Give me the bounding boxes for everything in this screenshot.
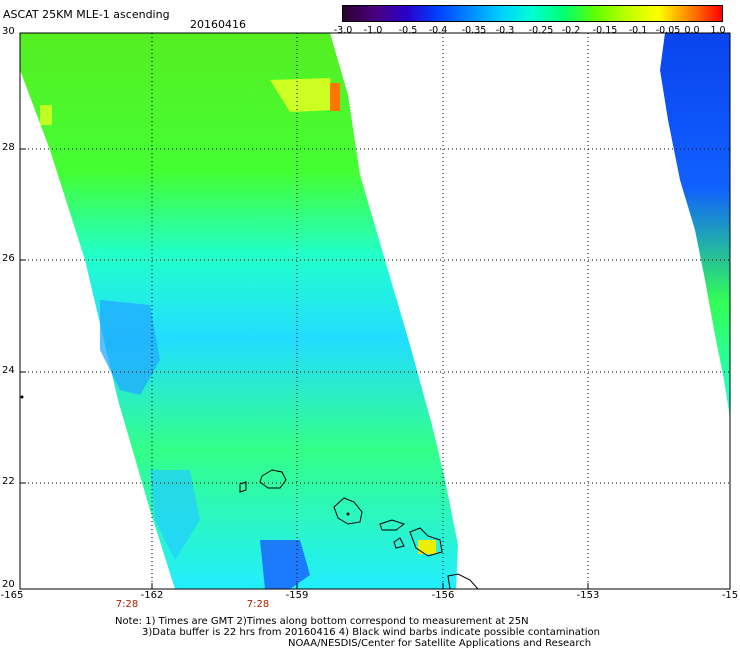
low-value-patch: [260, 540, 310, 589]
axis-ticks: [20, 148, 589, 589]
color-scale-label: -0.4: [428, 25, 448, 36]
satellite-swath: [20, 33, 458, 589]
color-scale-label: -0.2: [561, 25, 581, 36]
coastlines: [239, 469, 479, 589]
color-scale-bar: [342, 5, 723, 22]
color-scale-label: -0.15: [592, 25, 618, 36]
color-scale-label: -0.1: [628, 25, 648, 36]
island-hawaii: [447, 573, 479, 589]
island-oahu: [333, 497, 363, 525]
latitude-label: 26: [2, 253, 15, 264]
low-value-patch: [150, 470, 200, 560]
latitude-label: 30: [2, 26, 15, 37]
color-scale-label: 1.0: [710, 25, 726, 36]
high-value-patch: [418, 540, 436, 554]
plot-frame: [19, 32, 731, 590]
color-scale-label: -0.25: [528, 25, 554, 36]
longitude-label: -153: [576, 590, 600, 601]
latitude-label: 28: [2, 142, 15, 153]
longitude-label: -156: [431, 590, 455, 601]
satellite-swath: [660, 33, 730, 418]
land-dot: [20, 395, 24, 399]
color-scale-label: 0.0: [684, 25, 700, 36]
longitude-label: -165: [0, 590, 24, 601]
pass-time-label: 7:28: [246, 599, 270, 610]
color-scale-label: -1.0: [363, 25, 383, 36]
color-scale-label: -0.05: [655, 25, 681, 36]
island-niihau: [239, 481, 247, 493]
island-molokai: [379, 519, 406, 531]
longitude-label: -162: [140, 590, 164, 601]
high-value-patch: [40, 105, 52, 125]
footnote-line: 3)Data buffer is 22 hrs from 20160416 4)…: [142, 627, 600, 638]
high-value-patch: [270, 78, 335, 112]
pass-time-label: 7:28: [115, 599, 139, 610]
footnote-credit: NOAA/NESDIS/Center for Satellite Applica…: [288, 638, 592, 649]
longitude-label: -15: [721, 590, 739, 601]
low-value-patch: [100, 300, 160, 395]
footnote-line: Note: 1) Times are GMT 2)Times along bot…: [115, 616, 529, 627]
map-date: 20160416: [190, 18, 246, 31]
island-lanai: [393, 537, 405, 549]
island-maui: [409, 527, 443, 557]
color-scale-label: -3.0: [333, 25, 353, 36]
color-scale-label: -0.35: [461, 25, 487, 36]
color-scale-label: -0.3: [495, 25, 515, 36]
color-scale-label: -0.5: [398, 25, 418, 36]
high-value-patch: [330, 83, 340, 111]
longitude-label: -159: [285, 590, 309, 601]
graticule: [20, 33, 730, 589]
latitude-label: 22: [2, 476, 15, 487]
latitude-label: 20: [2, 579, 15, 590]
land-dot: [346, 512, 350, 516]
map-title: ASCAT 25KM MLE-1 ascending: [3, 8, 170, 21]
latitude-label: 24: [2, 365, 15, 376]
island-kauai: [259, 469, 287, 489]
